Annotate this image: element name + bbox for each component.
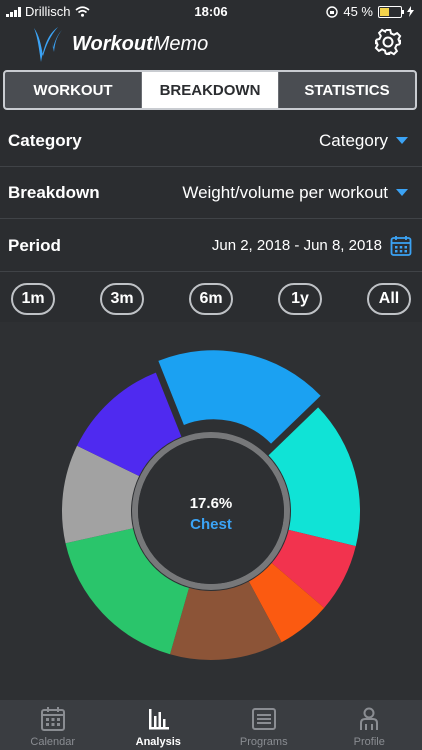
- app-header: WorkoutMemo: [0, 22, 422, 66]
- list-icon: [251, 708, 276, 730]
- wifi-icon: [74, 6, 90, 17]
- donut-inner-ring: [132, 432, 290, 590]
- breakdown-select[interactable]: Weight/volume per workout: [182, 182, 388, 202]
- tabbar-label: Calendar: [30, 736, 76, 748]
- donut-slice[interactable]: [170, 581, 282, 660]
- period-row[interactable]: Period Jun 2, 2018 - Jun 8, 2018: [0, 220, 422, 272]
- period-1y-button[interactable]: 1y: [278, 283, 322, 315]
- app-title: WorkoutMemo: [72, 33, 209, 55]
- period-3m-button[interactable]: 3m: [100, 283, 144, 315]
- donut-slice[interactable]: [268, 407, 360, 547]
- tabbar-analysis[interactable]: Analysis: [106, 700, 212, 750]
- donut-center-label: 17.6% Chest: [0, 495, 422, 533]
- chart-area: [0, 322, 422, 700]
- period-range[interactable]: Jun 2, 2018 - Jun 8, 2018: [211, 237, 382, 254]
- chevron-down-icon: [396, 189, 408, 196]
- donut-hole: [138, 438, 284, 584]
- signal-icon: [6, 6, 21, 17]
- selected-category: Chest: [190, 516, 232, 533]
- calendar-icon[interactable]: [390, 235, 412, 257]
- calendar-icon: [40, 707, 65, 731]
- category-label: Category: [8, 130, 82, 150]
- breakdown-row[interactable]: Breakdown Weight/volume per workout: [0, 167, 422, 219]
- bar-chart-icon: [149, 709, 170, 730]
- chevron-down-icon: [396, 137, 408, 144]
- status-time: 18:06: [194, 4, 228, 19]
- tab-workout[interactable]: WORKOUT: [33, 81, 113, 99]
- donut-chart[interactable]: [0, 322, 422, 700]
- carrier-name: Drillisch: [25, 4, 71, 19]
- period-label: Period: [8, 235, 61, 255]
- profile-icon: [360, 707, 379, 730]
- tabbar-label: Analysis: [135, 736, 181, 748]
- tab-breakdown[interactable]: BREAKDOWN: [141, 72, 278, 108]
- category-select[interactable]: Category: [319, 130, 388, 150]
- breakdown-label: Breakdown: [8, 182, 100, 202]
- battery-icon: [378, 5, 404, 18]
- carrier-area: Drillisch: [6, 4, 90, 19]
- app-logo-icon: [34, 27, 62, 62]
- bottom-tab-bar: Calendar Analysis Programs Profile: [0, 700, 422, 750]
- period-buttons: 1m 3m 6m 1y All: [0, 276, 422, 322]
- tabbar-profile[interactable]: Profile: [317, 700, 422, 750]
- tabbar-programs[interactable]: Programs: [211, 700, 317, 750]
- period-1m-button[interactable]: 1m: [11, 283, 55, 315]
- donut-slice[interactable]: [271, 529, 356, 608]
- donut-slice[interactable]: [248, 563, 325, 643]
- donut-slice[interactable]: [77, 372, 182, 476]
- tabbar-label: Profile: [353, 736, 385, 748]
- donut-slice[interactable]: [62, 445, 140, 544]
- period-6m-button[interactable]: 6m: [189, 283, 233, 315]
- tabbar-label: Programs: [239, 736, 288, 748]
- status-bar: Drillisch 18:06 45 %: [0, 0, 422, 22]
- battery-area: 45 %: [326, 4, 414, 19]
- segmented-tabs: WORKOUT BREAKDOWN STATISTICS: [3, 70, 417, 110]
- donut-slice[interactable]: [158, 350, 321, 444]
- rotation-lock-icon: [326, 5, 339, 18]
- category-row[interactable]: Category Category: [0, 115, 422, 167]
- gear-icon[interactable]: [374, 28, 402, 56]
- charging-icon: [407, 6, 414, 17]
- selected-percent: 17.6%: [189, 495, 233, 512]
- tab-statistics[interactable]: STATISTICS: [278, 72, 415, 108]
- tabbar-calendar[interactable]: Calendar: [0, 700, 106, 750]
- battery-percent: 45 %: [343, 4, 373, 19]
- donut-slice[interactable]: [65, 528, 189, 655]
- period-all-button[interactable]: All: [367, 283, 411, 315]
